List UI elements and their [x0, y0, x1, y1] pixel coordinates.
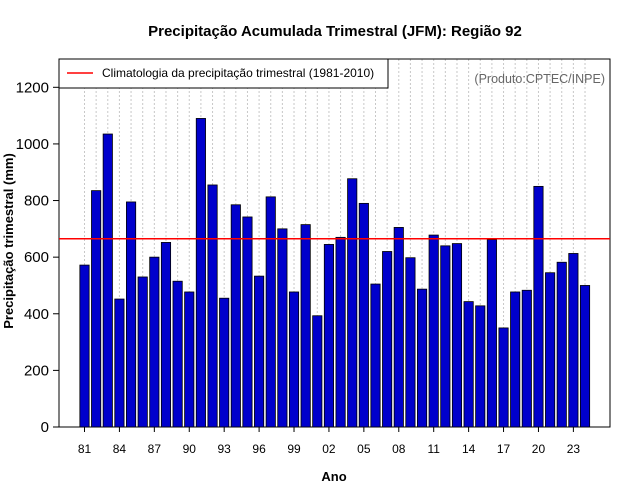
bar-2001 [312, 315, 323, 428]
bar-2014 [463, 301, 474, 428]
bar-2011 [428, 234, 439, 428]
bar-1990 [184, 291, 195, 428]
bar-1991 [195, 118, 206, 428]
bar-1999 [288, 291, 300, 428]
bar-2021 [545, 272, 556, 428]
bar-1986 [137, 276, 148, 428]
x-tick-label: 17 [497, 442, 511, 456]
legend-label: Climatologia da precipitação trimestral … [102, 66, 374, 80]
bar-1992 [207, 184, 218, 428]
bar-2005 [358, 202, 369, 428]
bar-2020 [533, 185, 544, 428]
x-tick-label: 02 [322, 442, 336, 456]
bar-1993 [219, 297, 230, 428]
x-tick-label: 90 [183, 442, 197, 456]
y-tick-label: 800 [24, 193, 49, 210]
y-axis-label: Precipitação trimestral (mm) [1, 153, 16, 329]
bar-1998 [277, 228, 288, 428]
bar-2024 [579, 285, 591, 428]
bar-2022 [556, 261, 567, 428]
bar-1995 [242, 216, 253, 428]
bar-2019 [521, 289, 532, 428]
y-tick-label: 600 [24, 249, 49, 266]
bar-1981 [79, 264, 90, 428]
bar-1989 [172, 280, 183, 428]
bar-2016 [486, 239, 497, 428]
y-tick-label: 1200 [16, 79, 49, 96]
bar-2008 [393, 227, 404, 428]
bar-1983 [102, 133, 113, 428]
bar-2000 [300, 224, 311, 428]
x-tick-label: 99 [287, 442, 301, 456]
y-tick-label: 400 [24, 306, 49, 323]
x-tick-label: 81 [78, 442, 92, 456]
x-tick-label: 23 [567, 442, 581, 456]
y-axis: 0 200 400 600 800 1000 1200 [16, 79, 59, 436]
bar-2007 [382, 251, 393, 428]
bar-1994 [230, 204, 241, 428]
bar-2012 [440, 245, 451, 428]
x-tick-label: 14 [462, 442, 476, 456]
x-tick-label: 20 [532, 442, 546, 456]
bar-2010 [417, 288, 428, 428]
bar-1987 [149, 256, 160, 428]
x-tick-label: 11 [427, 442, 440, 456]
credit-text: (Produto:CPTEC/INPE) [474, 72, 605, 86]
bar-2009 [405, 257, 416, 428]
bar-2006 [370, 283, 381, 428]
bars [79, 118, 591, 428]
x-tick-label: 84 [113, 442, 127, 456]
bar-2023 [568, 253, 579, 428]
y-tick-label: 200 [24, 362, 49, 379]
y-tick-label: 1000 [16, 136, 49, 153]
x-tick-label: 87 [148, 442, 162, 456]
x-axis: 81 84 87 90 93 96 99 02 05 08 11 14 17 20 23 [78, 427, 581, 456]
bar-1985 [126, 201, 137, 428]
chart-title: Precipitação Acumulada Trimestral (JFM):… [148, 23, 522, 40]
bar-2018 [510, 291, 521, 428]
bar-2002 [323, 244, 334, 428]
x-tick-label: 08 [392, 442, 406, 456]
grid [84, 59, 586, 427]
bar-1996 [254, 275, 265, 428]
bar-1982 [91, 190, 102, 428]
y-tick-label: 0 [41, 419, 49, 436]
legend: Climatologia da precipitação trimestral … [58, 58, 389, 89]
x-tick-label: 96 [252, 442, 266, 456]
legend-box [58, 58, 389, 89]
bar-2003 [335, 236, 346, 428]
bar-1997 [265, 196, 276, 428]
x-tick-label: 05 [357, 442, 371, 456]
bar-2017 [498, 327, 509, 428]
bar-1984 [114, 298, 125, 428]
x-tick-label: 93 [218, 442, 232, 456]
x-axis-label: Ano [321, 469, 346, 484]
bar-2004 [347, 178, 358, 428]
bar-2013 [451, 243, 463, 428]
bar-2015 [475, 305, 486, 428]
bar-1988 [160, 242, 172, 428]
